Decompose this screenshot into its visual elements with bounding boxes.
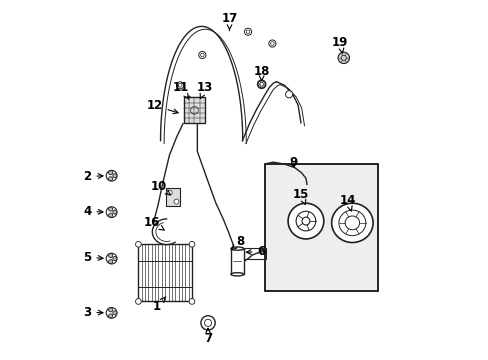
Circle shape <box>189 298 194 304</box>
Ellipse shape <box>331 203 372 243</box>
Circle shape <box>108 308 112 312</box>
Text: 9: 9 <box>289 156 297 168</box>
Circle shape <box>337 52 349 64</box>
Circle shape <box>108 253 112 257</box>
Ellipse shape <box>230 273 244 276</box>
Bar <box>264 164 377 291</box>
Text: 17: 17 <box>221 12 237 31</box>
Text: 15: 15 <box>292 188 308 204</box>
Text: 8: 8 <box>231 235 244 250</box>
Text: 4: 4 <box>83 205 103 218</box>
Circle shape <box>285 91 292 98</box>
Text: 19: 19 <box>331 36 348 53</box>
Bar <box>183 98 205 123</box>
Text: 16: 16 <box>144 216 164 230</box>
Text: 10: 10 <box>150 180 170 195</box>
Text: 3: 3 <box>83 306 103 319</box>
Text: 5: 5 <box>83 251 103 264</box>
Circle shape <box>108 171 112 175</box>
Text: 13: 13 <box>197 81 213 99</box>
Circle shape <box>108 177 112 181</box>
Circle shape <box>113 210 117 214</box>
Text: 2: 2 <box>83 170 103 183</box>
Circle shape <box>167 190 172 195</box>
Circle shape <box>302 217 309 225</box>
Circle shape <box>198 51 205 59</box>
Text: 12: 12 <box>146 99 178 114</box>
Circle shape <box>268 40 275 47</box>
Circle shape <box>189 242 194 247</box>
Circle shape <box>135 298 141 304</box>
Circle shape <box>108 207 112 211</box>
Bar <box>244 248 265 259</box>
Circle shape <box>106 307 117 318</box>
Circle shape <box>244 28 251 35</box>
Circle shape <box>135 242 141 247</box>
Circle shape <box>113 311 117 315</box>
Circle shape <box>176 82 183 89</box>
Text: 14: 14 <box>339 194 356 211</box>
Text: 6: 6 <box>246 245 265 258</box>
Circle shape <box>174 199 179 204</box>
Circle shape <box>106 170 117 181</box>
Circle shape <box>258 81 264 88</box>
Text: 1: 1 <box>153 297 165 313</box>
Circle shape <box>106 253 117 264</box>
Circle shape <box>106 207 117 217</box>
Text: 7: 7 <box>203 328 212 345</box>
Text: 18: 18 <box>253 64 269 81</box>
Ellipse shape <box>230 247 244 250</box>
Bar <box>166 188 180 206</box>
Circle shape <box>108 260 112 264</box>
Circle shape <box>108 314 112 318</box>
Bar <box>138 244 192 301</box>
Circle shape <box>113 257 117 261</box>
Circle shape <box>113 174 117 178</box>
Circle shape <box>201 316 215 330</box>
Text: 11: 11 <box>172 81 189 99</box>
Bar <box>230 249 244 274</box>
Circle shape <box>296 211 315 231</box>
Circle shape <box>108 213 112 217</box>
Circle shape <box>287 203 323 239</box>
Circle shape <box>257 80 265 89</box>
